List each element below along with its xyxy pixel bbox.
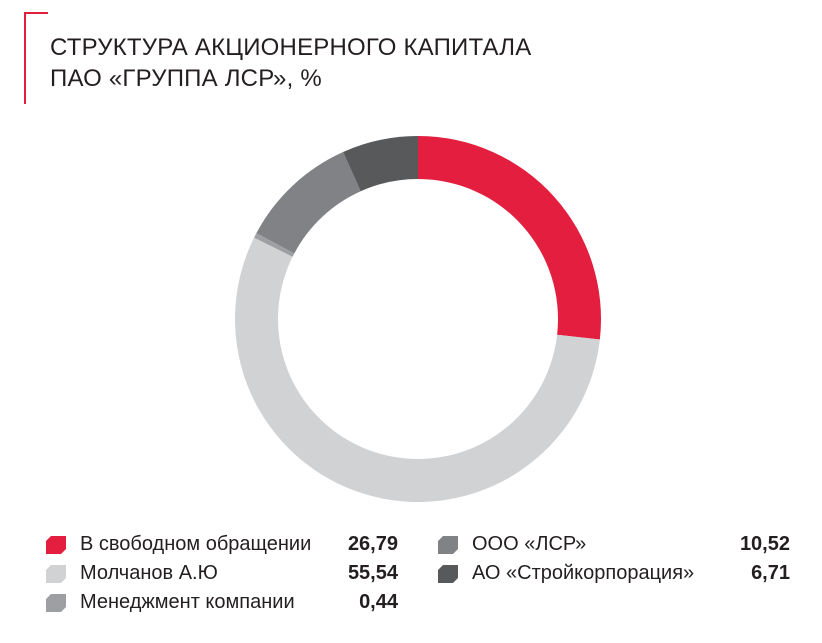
legend-item-0: В свободном обращении 26,79 <box>46 530 406 558</box>
donut-slice-2 <box>254 233 295 257</box>
donut-slice-3 <box>256 152 361 254</box>
legend-label: Молчанов А.Ю <box>80 562 218 584</box>
legend-label: Менеджмент компании <box>80 591 295 613</box>
legend-item-4: АО «Стройкорпорация» 6,71 <box>438 559 798 587</box>
legend-label: В свободном обращении <box>80 533 312 555</box>
legend-marker-icon <box>438 536 458 554</box>
legend-label: АО «Стройкорпорация» <box>472 562 695 584</box>
donut-slice-4 <box>343 136 418 192</box>
chart-title-line-2: ПАО «ГРУППА ЛСР», % <box>50 65 322 92</box>
legend-item-3: ООО «ЛСР» 10,52 <box>438 530 798 558</box>
chart-title: СТРУКТУРА АКЦИОНЕРНОГО КАПИТАЛА ПАО «ГРУ… <box>50 32 650 94</box>
title-accent-bracket <box>24 12 48 104</box>
legend-item-2: Менеджмент компании 0,44 <box>46 588 406 616</box>
chart-title-line-1: СТРУКТУРА АКЦИОНЕРНОГО КАПИТАЛА <box>50 34 532 61</box>
legend-value: 0,44 <box>359 591 398 613</box>
legend-value: 10,52 <box>739 533 790 555</box>
legend-marker-icon <box>438 565 458 583</box>
legend-label: ООО «ЛСР» <box>472 533 587 555</box>
legend-value: 26,79 <box>347 533 398 555</box>
legend-marker-icon <box>46 536 66 554</box>
legend-value: 6,71 <box>751 562 790 584</box>
legend-marker-icon <box>46 565 66 583</box>
legend-item-1: Молчанов А.Ю 55,54 <box>46 559 406 587</box>
legend-value: 55,54 <box>347 562 398 584</box>
legend-marker-icon <box>46 594 66 612</box>
donut-slice-0 <box>418 136 601 340</box>
legend-column-left: В свободном обращении 26,79 Молчанов А.Ю 55… <box>46 530 406 630</box>
legend-column-right: ООО «ЛСР» 10,52 АО «Стройкорпорация» 6,71 <box>438 530 798 590</box>
donut-slice-1 <box>234 237 600 503</box>
